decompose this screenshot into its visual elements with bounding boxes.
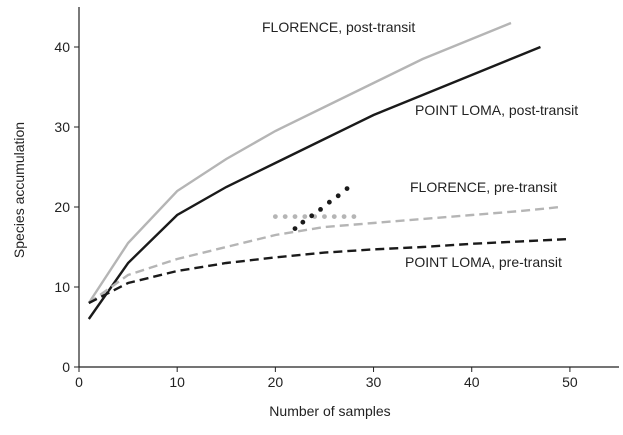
y-tick-label: 30 <box>54 119 70 135</box>
data-dot <box>318 207 323 212</box>
series-label: POINT LOMA, pre-transit <box>405 254 562 270</box>
data-dot <box>302 214 308 220</box>
series-line <box>88 205 561 304</box>
data-dot <box>351 214 357 220</box>
data-dot <box>344 186 350 192</box>
y-tick-label: 20 <box>54 199 70 215</box>
series-line <box>87 45 541 320</box>
x-tick-label: 40 <box>464 374 480 390</box>
data-dot <box>272 214 278 220</box>
data-dot <box>335 193 341 199</box>
y-tick-label: 10 <box>54 279 70 295</box>
data-dot <box>341 214 347 220</box>
x-tick-label: 10 <box>169 374 185 390</box>
x-tick-label: 20 <box>268 374 284 390</box>
series-label: FLORENCE, post-transit <box>262 19 415 35</box>
series-line <box>87 21 512 304</box>
data-dot <box>292 226 298 232</box>
data-dot <box>326 199 332 205</box>
x-axis-label: Number of samples <box>269 403 390 419</box>
x-tick-label: 50 <box>562 374 578 390</box>
data-dot <box>300 219 306 225</box>
data-dot <box>331 214 337 220</box>
y-tick-label: 40 <box>54 39 70 55</box>
y-axis-label: Species accumulation <box>11 122 27 258</box>
x-tick-label: 0 <box>75 374 83 390</box>
series-line <box>88 237 570 305</box>
series-label: POINT LOMA, post-transit <box>415 102 578 118</box>
data-dot <box>292 214 298 220</box>
data-dot <box>309 213 315 219</box>
series-label: FLORENCE, pre-transit <box>410 179 557 195</box>
data-dot <box>322 214 327 220</box>
x-tick-label: 30 <box>366 374 382 390</box>
data-dot <box>282 214 288 220</box>
y-tick-label: 0 <box>62 359 70 375</box>
